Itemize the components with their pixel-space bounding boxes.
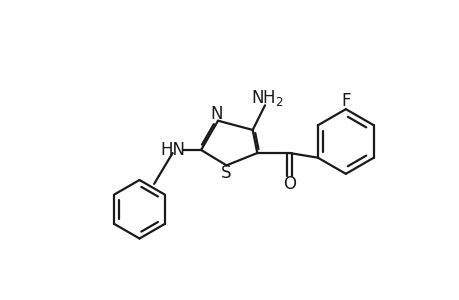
Text: S: S [220, 164, 230, 182]
Text: F: F [341, 92, 350, 110]
Text: HN: HN [160, 141, 185, 159]
Text: N: N [210, 105, 222, 123]
Text: NH$_2$: NH$_2$ [251, 88, 283, 108]
Text: O: O [283, 175, 296, 193]
